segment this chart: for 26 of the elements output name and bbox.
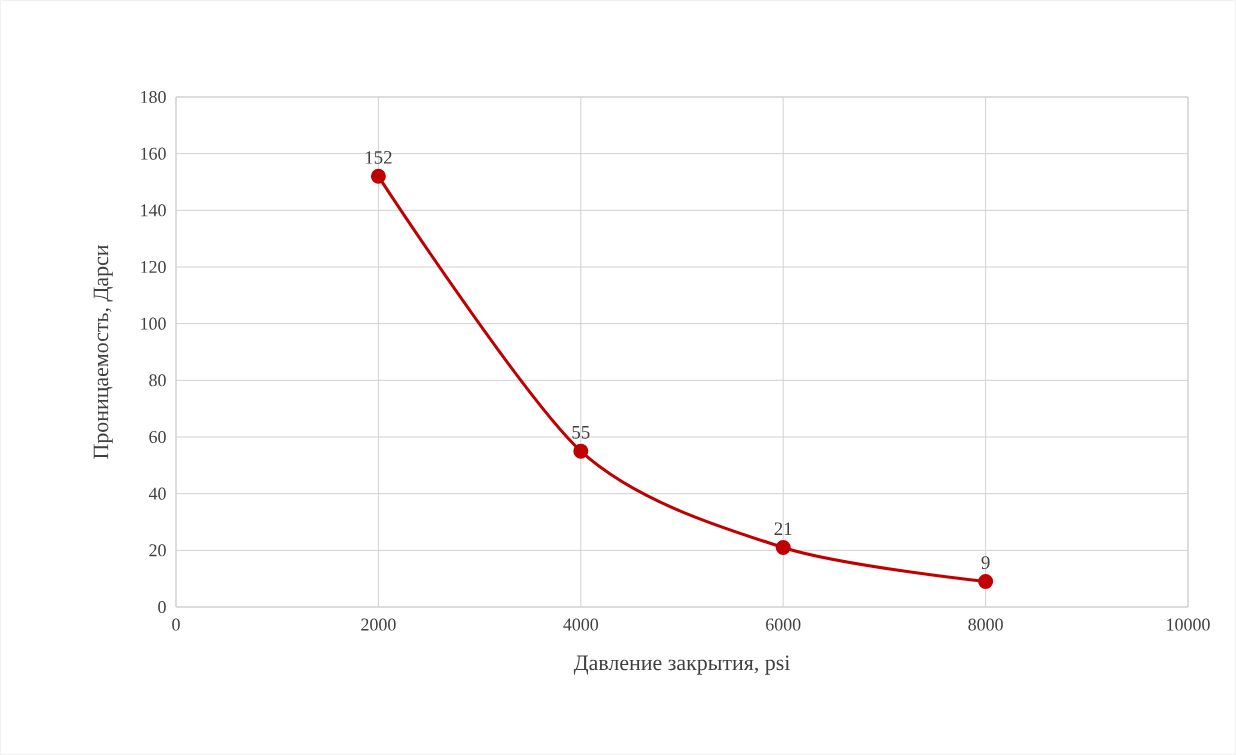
y-tick-label: 100	[141, 317, 166, 330]
y-tick-label: 60	[149, 430, 166, 444]
x-tick-label: 2000	[361, 618, 396, 631]
x-tick-label: 10000	[1167, 618, 1210, 631]
y-tick-label: 180	[141, 90, 166, 104]
x-tick-label: 0	[172, 618, 180, 631]
point	[573, 443, 589, 459]
data-label: 9	[981, 556, 990, 569]
data-label: 55	[572, 426, 590, 439]
x-tick-label: 4000	[563, 618, 599, 631]
y-tick-label: 160	[141, 147, 166, 160]
data-label: 152	[365, 151, 392, 164]
data-label: 21	[774, 522, 792, 535]
point	[370, 168, 386, 184]
y-tick-label: 20	[149, 544, 166, 557]
y-tick-label: 0	[158, 600, 166, 614]
x-tick-label: 8000	[968, 618, 1003, 631]
point	[775, 539, 791, 555]
y-tick-label: 40	[148, 487, 166, 500]
y-axis-title: Проницаемость, Дарси	[93, 244, 113, 459]
y-tick-label: 80	[149, 374, 166, 387]
x-tick-label: 6000	[766, 618, 801, 631]
y-tick-label: 140	[141, 204, 166, 217]
point	[978, 573, 994, 589]
y-tick-label: 120	[141, 260, 166, 274]
x-axis-title: Давление закрытия, psi	[573, 655, 790, 675]
